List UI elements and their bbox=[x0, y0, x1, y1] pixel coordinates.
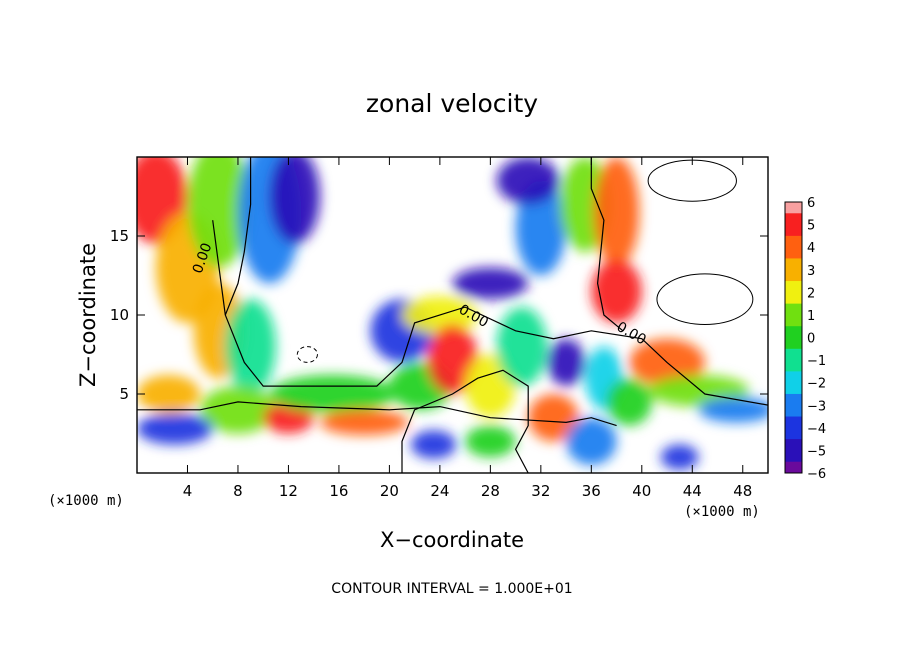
zero-contour bbox=[401, 369, 529, 473]
colorbar-cell bbox=[785, 427, 802, 440]
colorbar-cell bbox=[785, 292, 802, 305]
field-feature bbox=[269, 157, 320, 244]
field-feature bbox=[200, 386, 276, 434]
contour-lines bbox=[137, 157, 768, 473]
x-axis-label: X−coordinate bbox=[380, 528, 524, 552]
field-feature bbox=[593, 157, 640, 268]
field-feature bbox=[660, 444, 699, 470]
colorbar-cell bbox=[785, 202, 802, 214]
field-feature bbox=[465, 425, 516, 458]
colorbar-label: −5 bbox=[807, 444, 826, 459]
closed-contour bbox=[656, 273, 754, 325]
colorbar-cell bbox=[785, 213, 802, 226]
colorbar-label: 6 bbox=[807, 196, 815, 211]
field-feature bbox=[427, 324, 478, 394]
colorbar-label: −1 bbox=[807, 354, 826, 369]
colorbar-cell bbox=[785, 416, 802, 429]
x-tick-label: 16 bbox=[329, 482, 348, 500]
colorbar: 6 5 4 3 2 1 0 −1 −2 −3 −4 −5 −6 bbox=[784, 196, 826, 482]
colorbar-cell bbox=[785, 337, 802, 350]
field-feature bbox=[137, 412, 213, 445]
colorbar-cell bbox=[785, 269, 802, 282]
x-tick-label: 8 bbox=[233, 482, 243, 500]
field-feature bbox=[319, 409, 409, 436]
colorbar-label: −2 bbox=[807, 377, 826, 392]
field-feature bbox=[187, 157, 251, 268]
colorbar-cell bbox=[785, 314, 802, 327]
x-axis-ticks: 4 8 12 16 20 24 28 32 36 40 44 48 bbox=[183, 157, 752, 500]
colorbar-cell bbox=[785, 393, 802, 406]
colorbar-label: 3 bbox=[807, 264, 815, 279]
chart-title: zonal velocity bbox=[366, 89, 538, 118]
plot-area: 0.000.000.00 4 8 12 16 20 24 28 32 36 40 44 48 5101… bbox=[110, 156, 769, 500]
colorbar-label: 4 bbox=[807, 241, 815, 256]
colorbar-cell bbox=[785, 281, 802, 293]
colorbar-labels: 6 5 4 3 2 1 0 −1 −2 −3 −4 −5 −6 bbox=[807, 196, 826, 482]
colorbar-frame bbox=[784, 201, 803, 474]
x-tick-label: 40 bbox=[632, 482, 651, 500]
colorbar-cell bbox=[785, 235, 802, 248]
y-axis-ticks: 5 10 15 bbox=[110, 227, 768, 403]
colorbar-cell bbox=[785, 405, 802, 418]
x-tick-label: 24 bbox=[430, 482, 449, 500]
colorbar-label: 5 bbox=[807, 219, 815, 234]
y-axis-label: Z−coordinate bbox=[76, 243, 100, 387]
colorbar-cell bbox=[785, 439, 802, 451]
zero-contour bbox=[224, 157, 252, 316]
x-unit-label-right: (×1000 m) bbox=[684, 504, 760, 520]
x-tick-label: 20 bbox=[380, 482, 399, 500]
x-unit-label-left: (×1000 m) bbox=[48, 493, 124, 509]
colorbar-cell bbox=[785, 348, 802, 361]
x-tick-label: 4 bbox=[183, 482, 193, 500]
colorbar-cell bbox=[785, 247, 802, 259]
field-feature bbox=[591, 259, 642, 323]
colorbar-cell bbox=[785, 258, 802, 271]
contour-interval-note: CONTOUR INTERVAL = 1.000E+01 bbox=[331, 581, 572, 597]
field-feature bbox=[269, 375, 396, 413]
colorbar-label: −4 bbox=[807, 422, 826, 437]
field-feature bbox=[698, 397, 768, 423]
colorbar-label: −6 bbox=[807, 467, 826, 482]
field-feature bbox=[496, 157, 560, 205]
x-tick-label: 28 bbox=[481, 482, 500, 500]
colorbar-cell bbox=[785, 461, 802, 474]
colorbar-cells bbox=[785, 202, 802, 474]
zero-contour bbox=[590, 157, 624, 332]
colorbar-label: 1 bbox=[807, 309, 815, 324]
field-feature bbox=[452, 267, 529, 300]
zero-contour bbox=[212, 220, 768, 406]
colorbar-cell bbox=[785, 360, 802, 372]
field-feature bbox=[496, 307, 548, 387]
x-tick-label: 36 bbox=[582, 482, 601, 500]
colorbar-label: −3 bbox=[807, 399, 826, 414]
colorbar-cell bbox=[785, 382, 802, 395]
y-tick-label: 5 bbox=[119, 385, 129, 403]
colorbar-cell bbox=[785, 303, 802, 316]
field-feature bbox=[137, 375, 201, 413]
colorbar-cell bbox=[785, 450, 802, 463]
x-tick-label: 48 bbox=[733, 482, 752, 500]
colorbar-label: 2 bbox=[807, 286, 815, 301]
y-tick-label: 15 bbox=[110, 227, 129, 245]
colorbar-cell bbox=[785, 371, 802, 384]
y-tick-label: 10 bbox=[110, 306, 129, 324]
field-feature bbox=[606, 378, 652, 426]
colorbar-cell bbox=[785, 224, 802, 237]
field-feature bbox=[225, 299, 276, 394]
x-tick-label: 12 bbox=[279, 482, 298, 500]
zero-contour bbox=[137, 401, 617, 427]
closed-contour bbox=[296, 346, 318, 363]
velocity-field bbox=[137, 157, 768, 470]
colorbar-label: 0 bbox=[807, 332, 815, 347]
field-feature bbox=[547, 338, 586, 387]
field-feature bbox=[528, 394, 579, 442]
x-tick-label: 44 bbox=[683, 482, 702, 500]
colorbar-cell bbox=[785, 326, 802, 338]
field-feature bbox=[515, 180, 567, 276]
field-feature bbox=[410, 430, 457, 459]
field-feature bbox=[566, 417, 617, 466]
x-tick-label: 32 bbox=[531, 482, 550, 500]
